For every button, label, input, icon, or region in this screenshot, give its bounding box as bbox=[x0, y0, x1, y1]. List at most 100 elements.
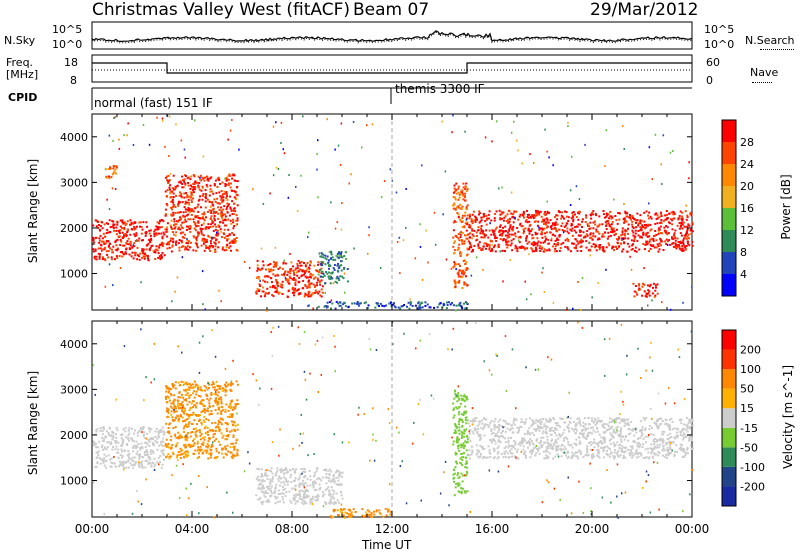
velocity-colorbar-swatch bbox=[722, 447, 736, 467]
freq-tick-bottom: 8 bbox=[70, 74, 77, 87]
velocity-ytick-label: 1000 bbox=[60, 475, 88, 488]
velocity-colorbar-tick: -100 bbox=[740, 461, 765, 474]
velocity-colorbar-swatch bbox=[722, 466, 736, 487]
power-echo-region bbox=[164, 173, 239, 253]
cpid-mode-normal: normal (fast) 151 IF bbox=[94, 96, 213, 110]
power-echo-region bbox=[92, 219, 166, 262]
velocity-colorbar-label: Velocity [m s^-1] bbox=[781, 364, 795, 470]
freq-tick-top: 18 bbox=[64, 56, 78, 69]
power-colorbar: 4 8 12 16 20 24 28 bbox=[721, 119, 754, 297]
noise-right-tick-top: 10^5 bbox=[704, 23, 735, 36]
power-panel: 1000 2000 3000 4000 bbox=[60, 113, 694, 312]
station-title: Christmas Valley West (fitACF) bbox=[92, 0, 351, 20]
x-tick-label: 00:00 bbox=[675, 522, 710, 536]
freq-lines bbox=[92, 62, 692, 74]
power-echo-region bbox=[255, 259, 324, 298]
date-title: 29/Mar/2012 bbox=[590, 0, 699, 20]
velocity-ytick-label: 3000 bbox=[60, 383, 88, 396]
power-colorbar-swatch bbox=[722, 230, 736, 252]
velocity-colorbar-swatch bbox=[722, 486, 736, 506]
power-colorbar-label: Power [dB] bbox=[779, 174, 793, 240]
velocity-colorbar-tick: -200 bbox=[740, 480, 765, 493]
power-colorbar-swatch bbox=[722, 274, 736, 296]
power-colorbar-tick: 4 bbox=[740, 268, 747, 281]
freq-unit-label: [MHz] bbox=[6, 68, 39, 81]
power-echo-region bbox=[317, 250, 349, 285]
velocity-colorbar-tick: -15 bbox=[740, 422, 758, 435]
velocity-colorbar-swatch bbox=[722, 427, 736, 448]
cpid-label: CPID bbox=[8, 91, 38, 104]
power-echo-region bbox=[104, 164, 118, 180]
nave-tick-bottom: 0 bbox=[706, 74, 713, 87]
cpid-mode-themis: themis 3300 IF bbox=[395, 82, 485, 96]
power-colorbar-swatch bbox=[722, 252, 736, 274]
velocity-ytick-label: 2000 bbox=[60, 429, 88, 442]
velocity-ylabel: Slant Range [km] bbox=[26, 370, 40, 476]
velocity-colorbar-swatch bbox=[722, 388, 736, 409]
x-axis-label: Time UT bbox=[362, 538, 412, 552]
velocity-colorbar-swatch bbox=[722, 330, 736, 350]
freq-label: Freq. bbox=[6, 56, 34, 69]
noise-search-legend-line bbox=[760, 49, 794, 50]
noise-left-tick-bottom: 10^0 bbox=[52, 38, 83, 51]
noise-search-line bbox=[91, 31, 693, 44]
velocity-colorbar-swatch bbox=[722, 349, 736, 370]
power-colorbar-tick: 16 bbox=[740, 202, 754, 215]
power-echo-region bbox=[632, 282, 659, 299]
nave-tick-top: 60 bbox=[706, 56, 720, 69]
noise-right-tick-bottom: 10^0 bbox=[704, 38, 735, 51]
power-echo-region bbox=[452, 182, 469, 289]
velocity-echo-region bbox=[452, 389, 469, 497]
velocity-echo-region bbox=[164, 380, 239, 460]
velocity-echo-region bbox=[255, 467, 344, 506]
x-tick-label: 20:00 bbox=[575, 522, 610, 536]
freq-panel-frame bbox=[91, 54, 693, 83]
noise-search-label: N.Search bbox=[745, 34, 795, 47]
x-tick-label: 12:00 bbox=[375, 522, 410, 536]
velocity-colorbar-tick: 15 bbox=[740, 402, 754, 415]
power-colorbar-swatch bbox=[722, 164, 736, 186]
freq-line bbox=[92, 62, 692, 74]
power-colorbar-swatch bbox=[722, 142, 736, 164]
power-colorbar-tick: 28 bbox=[740, 136, 754, 149]
power-scatter bbox=[92, 114, 693, 312]
velocity-echo-region bbox=[330, 507, 393, 519]
noise-left-tick-top: 10^5 bbox=[52, 23, 83, 36]
power-ytick-label: 4000 bbox=[60, 131, 88, 144]
power-colorbar-tick: 24 bbox=[740, 158, 754, 171]
power-colorbar-swatch bbox=[722, 186, 736, 208]
power-echo-region bbox=[317, 300, 469, 310]
velocity-colorbar: 200 100 50 15 -15 -50 -100 -200 bbox=[721, 329, 765, 507]
nave-legend-line bbox=[752, 82, 772, 83]
velocity-colorbar-tick: -50 bbox=[740, 441, 758, 454]
velocity-panel: 1000 2000 3000 4000 00:00 04:00 08:00 12:00 16:0… bbox=[60, 320, 710, 536]
power-ytick-label: 1000 bbox=[60, 268, 88, 281]
x-tick-label: 08:00 bbox=[275, 522, 310, 536]
velocity-colorbar-frame bbox=[721, 329, 737, 507]
noise-panel-frame bbox=[91, 21, 693, 50]
noise-sky-label: N.Sky bbox=[4, 34, 36, 47]
velocity-echo-region bbox=[467, 416, 694, 460]
x-tick-label: 04:00 bbox=[175, 522, 210, 536]
velocity-scatter bbox=[92, 321, 694, 519]
velocity-echoes bbox=[92, 321, 694, 519]
velocity-colorbar-swatch bbox=[722, 408, 736, 428]
velocity-colorbar-tick: 200 bbox=[740, 344, 761, 357]
power-colorbar-frame bbox=[721, 119, 737, 297]
power-colorbar-tick: 8 bbox=[740, 246, 747, 259]
velocity-colorbar-swatch bbox=[722, 369, 736, 389]
power-colorbar-tick: 20 bbox=[740, 180, 754, 193]
power-colorbar-swatch bbox=[722, 120, 736, 142]
nave-label: Nave bbox=[750, 66, 779, 79]
noise-lines bbox=[91, 30, 693, 44]
power-colorbar-tick: 12 bbox=[740, 224, 754, 237]
beam-title: Beam 07 bbox=[353, 0, 430, 20]
velocity-ytick-label: 4000 bbox=[60, 338, 88, 351]
noise-sky-line bbox=[91, 30, 693, 43]
power-ytick-label: 3000 bbox=[60, 176, 88, 189]
velocity-colorbar-tick: 100 bbox=[740, 363, 761, 376]
x-tick-label: 00:00 bbox=[75, 522, 110, 536]
power-ylabel: Slant Range [km] bbox=[26, 158, 40, 264]
power-echoes bbox=[92, 114, 694, 312]
